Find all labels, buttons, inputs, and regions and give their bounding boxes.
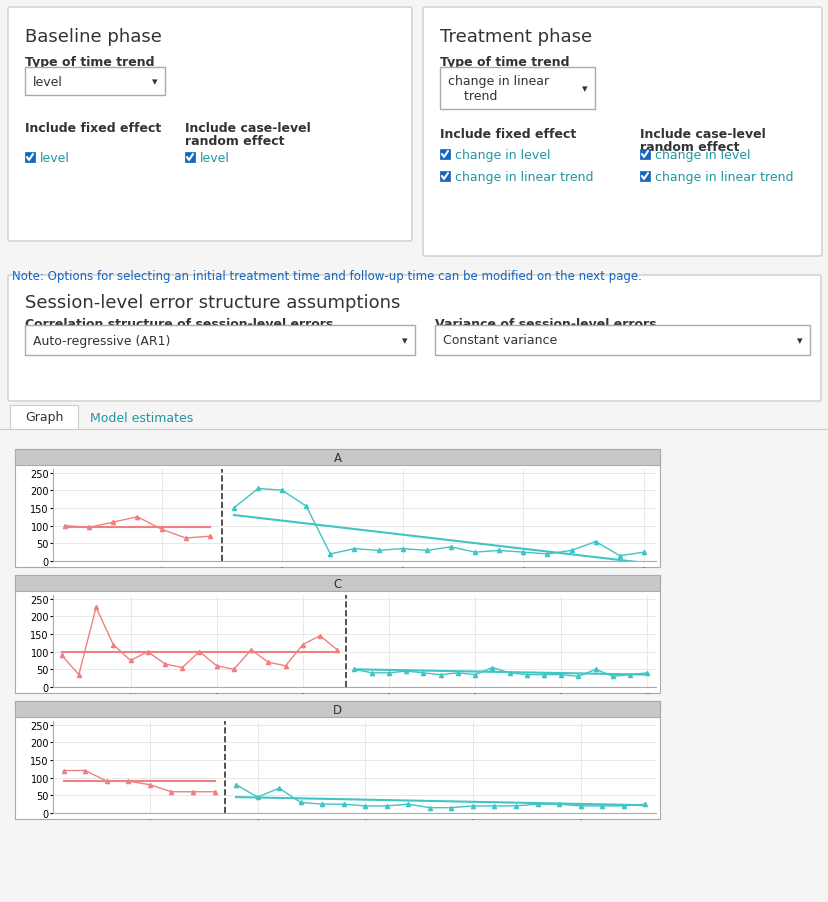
Text: level: level <box>40 152 70 164</box>
Text: Include fixed effect: Include fixed effect <box>440 128 575 141</box>
Text: Include fixed effect: Include fixed effect <box>25 122 161 135</box>
Text: Type of time trend: Type of time trend <box>440 56 569 69</box>
Text: Correlation structure of session-level errors: Correlation structure of session-level e… <box>25 318 333 331</box>
Text: Include case-level: Include case-level <box>185 122 310 135</box>
Bar <box>15 575 659 592</box>
Text: Auto-regressive (AR1): Auto-regressive (AR1) <box>33 334 171 347</box>
Text: change in linear trend: change in linear trend <box>455 170 593 183</box>
Text: ▾: ▾ <box>797 336 802 345</box>
Text: Baseline phase: Baseline phase <box>25 28 161 46</box>
FancyBboxPatch shape <box>8 276 820 401</box>
Bar <box>435 326 809 355</box>
Text: change in linear
    trend: change in linear trend <box>447 75 548 103</box>
Bar <box>639 150 649 160</box>
Text: change in linear trend: change in linear trend <box>654 170 792 183</box>
Text: Note: Options for selecting an initial treatment time and follow-up time can be : Note: Options for selecting an initial t… <box>12 270 641 282</box>
Text: random effect: random effect <box>185 135 284 148</box>
Text: change in level: change in level <box>455 148 550 161</box>
Text: ▾: ▾ <box>402 336 407 345</box>
Bar <box>15 701 659 819</box>
Bar <box>15 449 659 567</box>
Text: D: D <box>333 703 342 715</box>
Text: Include case-level: Include case-level <box>639 128 765 141</box>
Bar <box>440 171 450 182</box>
Bar <box>15 575 659 694</box>
Text: change in level: change in level <box>654 148 749 161</box>
Text: Session-level error structure assumptions: Session-level error structure assumption… <box>25 294 400 312</box>
Text: Treatment phase: Treatment phase <box>440 28 591 46</box>
Text: A: A <box>333 451 341 464</box>
FancyBboxPatch shape <box>422 8 821 257</box>
Text: ▾: ▾ <box>581 84 587 94</box>
Bar <box>440 150 450 160</box>
Text: Graph: Graph <box>25 411 63 424</box>
Text: Model estimates: Model estimates <box>90 411 193 424</box>
Text: level: level <box>200 152 229 164</box>
Bar <box>639 171 649 182</box>
Bar <box>15 449 659 465</box>
Text: Variance of session-level errors: Variance of session-level errors <box>435 318 656 331</box>
Bar <box>15 701 659 717</box>
Bar <box>185 152 195 163</box>
Bar <box>440 68 595 110</box>
Text: random effect: random effect <box>639 141 739 154</box>
Bar <box>25 68 165 96</box>
Text: C: C <box>333 577 341 590</box>
Text: Type of time trend: Type of time trend <box>25 56 154 69</box>
Bar <box>25 152 35 163</box>
Text: ▾: ▾ <box>152 77 157 87</box>
Bar <box>10 406 78 429</box>
Bar <box>25 326 415 355</box>
Text: Constant variance: Constant variance <box>442 334 556 347</box>
FancyBboxPatch shape <box>8 8 412 242</box>
Text: level: level <box>33 76 63 88</box>
